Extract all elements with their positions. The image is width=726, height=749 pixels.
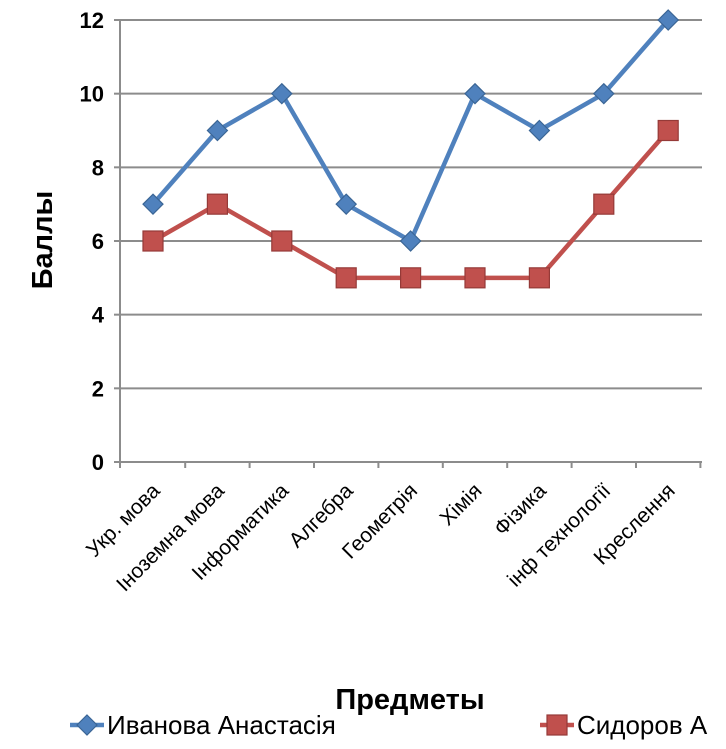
y-tick-label: 12 bbox=[80, 8, 104, 33]
series-layer bbox=[142, 9, 680, 289]
y-tick-label: 0 bbox=[92, 450, 104, 475]
series-2 bbox=[142, 119, 679, 289]
series-line bbox=[151, 18, 670, 244]
legend-marker bbox=[546, 714, 568, 736]
data-point bbox=[657, 9, 680, 31]
data-point bbox=[142, 230, 164, 252]
y-tick-labels: 0 2 4 6 8 10 12 bbox=[80, 8, 105, 475]
legend-marker bbox=[76, 714, 98, 736]
data-point bbox=[206, 193, 228, 215]
data-point bbox=[464, 267, 486, 289]
data-point bbox=[400, 267, 422, 289]
axes bbox=[114, 19, 702, 468]
y-tick-label: 4 bbox=[92, 303, 105, 328]
x-axis-title: Предметы bbox=[335, 684, 484, 716]
data-point bbox=[271, 230, 293, 252]
data-point bbox=[399, 230, 422, 252]
data-point bbox=[592, 82, 615, 105]
x-category-label: Фізика bbox=[490, 479, 551, 540]
legend-item: Иванова Анастасія bbox=[70, 710, 336, 740]
data-point bbox=[528, 119, 551, 142]
data-point bbox=[206, 119, 229, 142]
y-tick-label: 2 bbox=[92, 376, 104, 401]
legend: Иванова Анастасія Сидоров А bbox=[70, 710, 708, 740]
data-point bbox=[270, 82, 293, 105]
series-1 bbox=[142, 9, 680, 252]
data-point bbox=[142, 193, 164, 216]
data-point bbox=[335, 193, 358, 216]
data-point bbox=[528, 267, 551, 289]
y-tick-label: 10 bbox=[80, 82, 104, 107]
x-category-label: Хімія bbox=[436, 479, 487, 530]
y-tick-label: 6 bbox=[92, 229, 104, 254]
data-point bbox=[335, 267, 357, 289]
series-line bbox=[151, 129, 670, 281]
legend-label: Иванова Анастасія bbox=[107, 710, 336, 740]
legend-item: Сидоров А bbox=[540, 710, 708, 740]
y-axis-title: Баллы bbox=[27, 191, 59, 290]
y-tick-label: 8 bbox=[92, 155, 104, 180]
legend-label: Сидоров А bbox=[577, 710, 708, 740]
data-point bbox=[593, 193, 615, 215]
data-point bbox=[657, 119, 679, 142]
data-point bbox=[464, 82, 486, 105]
